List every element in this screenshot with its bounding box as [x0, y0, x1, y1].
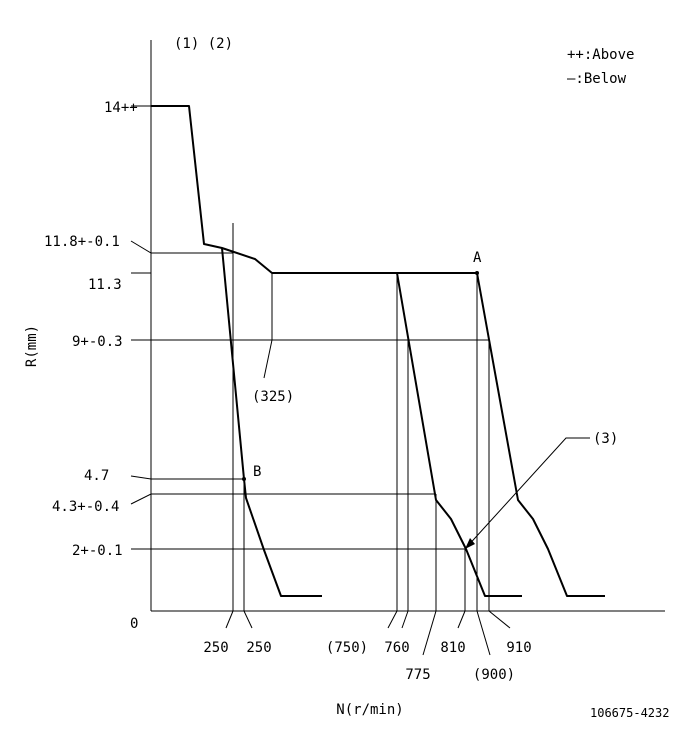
curve-max	[476, 272, 605, 597]
stub-750	[387, 610, 398, 629]
origin-label: 0	[130, 616, 138, 632]
leader-r47	[130, 475, 244, 480]
ylabel-r43: 4.3+-0.4	[52, 499, 119, 515]
vertical-leaders	[225, 223, 511, 656]
xlabel-910: 910	[506, 640, 531, 656]
stub-250b	[243, 610, 253, 629]
stub-900	[476, 610, 491, 656]
stub-910	[488, 610, 511, 629]
leader-r118	[130, 240, 233, 254]
xlabel-775: 775	[405, 667, 430, 683]
xlabel-900: (900)	[473, 667, 515, 683]
characteristic-curves	[151, 105, 605, 597]
ylabel-r118: 11.8+-0.1	[44, 234, 120, 250]
point-b-label: B	[253, 464, 261, 480]
curve-mid	[396, 272, 522, 597]
horizontal-leaders	[130, 105, 489, 550]
xlabel-750: (750)	[326, 640, 368, 656]
curve-low-idle	[221, 247, 322, 597]
leader-r43	[130, 493, 436, 505]
ylabel-r113: 11.3	[88, 277, 122, 293]
curve-start-drop	[151, 105, 477, 274]
xlabel-760: 760	[384, 640, 409, 656]
vline-325	[263, 273, 273, 379]
x-axis-label: N(r/min)	[336, 702, 403, 718]
callout-325: (325)	[252, 389, 294, 405]
xlabel-810: 810	[440, 640, 465, 656]
y-axis-label: R(mm)	[24, 325, 40, 367]
callout-3-leader	[464, 437, 590, 550]
callout-3-arrowhead	[465, 538, 475, 549]
point-a-marker	[475, 271, 479, 275]
callout-3: (3)	[593, 431, 618, 447]
ylabel-r47: 4.7	[84, 468, 109, 484]
stub-775	[422, 610, 437, 656]
legend-above: ++:Above	[567, 47, 634, 63]
stub-250a	[225, 610, 234, 629]
stub-760	[401, 610, 409, 629]
ylabel-r14: 14++	[104, 100, 138, 116]
xlabel-250b: 250	[246, 640, 271, 656]
point-b-marker	[242, 477, 246, 481]
ylabel-r9: 9+-0.3	[72, 334, 123, 350]
drawing-code: 106675-4232	[590, 706, 669, 720]
header-items: (1) (2)	[174, 36, 233, 52]
ylabel-r2: 2+-0.1	[72, 543, 123, 559]
point-a-label: A	[473, 250, 482, 266]
legend-below: —:Below	[567, 71, 627, 87]
xlabel-250a: 250	[203, 640, 228, 656]
stub-810	[457, 610, 466, 629]
